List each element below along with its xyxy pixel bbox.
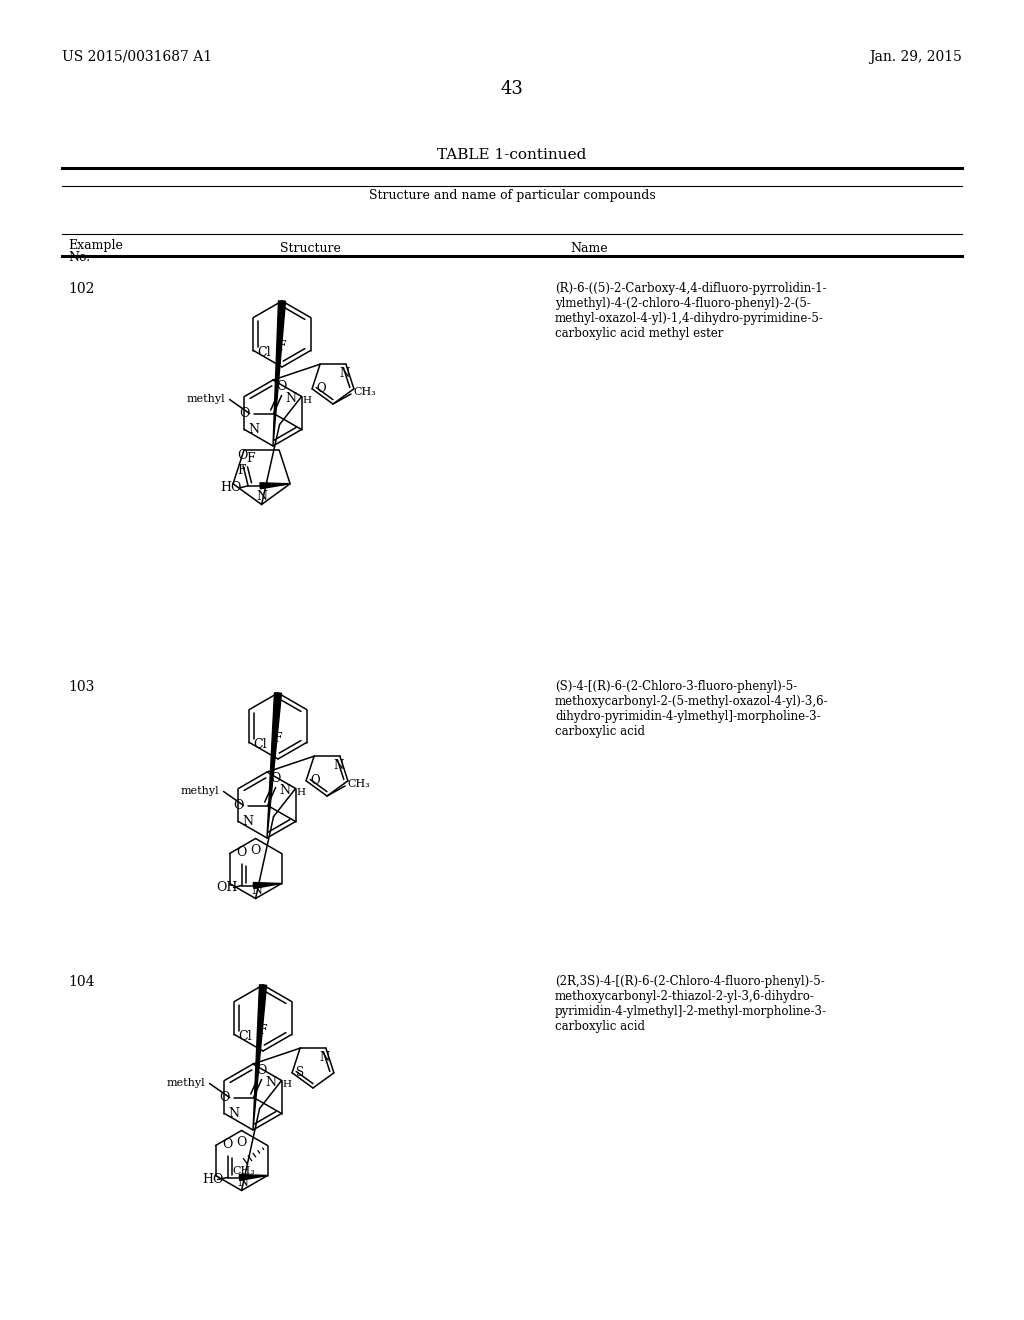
Text: N: N	[243, 814, 253, 828]
Text: CH₃: CH₃	[232, 1166, 255, 1176]
Text: N: N	[280, 784, 291, 797]
Text: N: N	[238, 1176, 248, 1188]
Text: S: S	[296, 1067, 304, 1080]
Text: (2R,3S)-4-[(R)-6-(2-Chloro-4-fluoro-phenyl)-5-
methoxycarbonyl-2-thiazol-2-yl-3,: (2R,3S)-4-[(R)-6-(2-Chloro-4-fluoro-phen…	[555, 975, 827, 1034]
Polygon shape	[240, 1175, 267, 1180]
Polygon shape	[273, 301, 286, 446]
Text: F: F	[246, 453, 255, 465]
Text: N: N	[256, 490, 267, 503]
Text: O: O	[251, 843, 261, 857]
Text: F: F	[259, 1024, 267, 1038]
Text: O: O	[270, 772, 281, 785]
Text: O: O	[237, 449, 248, 462]
Text: Cl: Cl	[253, 738, 267, 751]
Text: O: O	[237, 846, 247, 859]
Text: Cl: Cl	[239, 1030, 252, 1043]
Text: No.: No.	[68, 251, 90, 264]
Polygon shape	[253, 985, 266, 1130]
Text: H: H	[283, 1080, 292, 1089]
Text: O: O	[233, 799, 244, 812]
Text: 43: 43	[501, 81, 523, 98]
Text: N: N	[286, 392, 297, 405]
Text: O: O	[237, 1135, 247, 1148]
Text: N: N	[249, 422, 259, 436]
Text: Name: Name	[570, 242, 607, 255]
Text: Example: Example	[68, 239, 123, 252]
Text: O: O	[316, 383, 326, 395]
Text: N: N	[334, 759, 344, 772]
Text: OH: OH	[216, 880, 238, 894]
Text: (S)-4-[(R)-6-(2-Chloro-3-fluoro-phenyl)-5-
methoxycarbonyl-2-(5-methyl-oxazol-4-: (S)-4-[(R)-6-(2-Chloro-3-fluoro-phenyl)-…	[555, 680, 828, 738]
Text: TABLE 1-continued: TABLE 1-continued	[437, 148, 587, 162]
Text: Structure: Structure	[280, 242, 340, 255]
Polygon shape	[253, 883, 282, 888]
Text: CH₃: CH₃	[353, 387, 376, 397]
Text: H: H	[302, 396, 311, 405]
Text: US 2015/0031687 A1: US 2015/0031687 A1	[62, 50, 212, 63]
Text: Jan. 29, 2015: Jan. 29, 2015	[869, 50, 962, 63]
Text: F: F	[238, 465, 246, 478]
Text: HO: HO	[202, 1173, 223, 1185]
Text: O: O	[310, 775, 319, 787]
Text: Structure and name of particular compounds: Structure and name of particular compoun…	[369, 189, 655, 202]
Text: methyl: methyl	[187, 395, 225, 404]
Text: Cl: Cl	[257, 346, 271, 359]
Text: F: F	[278, 341, 287, 352]
Polygon shape	[267, 693, 282, 838]
Polygon shape	[260, 483, 290, 488]
Text: 104: 104	[68, 975, 94, 989]
Text: 102: 102	[68, 282, 94, 296]
Text: N: N	[251, 883, 262, 896]
Text: methyl: methyl	[181, 787, 219, 796]
Text: HO: HO	[221, 482, 242, 494]
Text: (R)-6-((5)-2-Carboxy-4,4-difluoro-pyrrolidin-1-
ylmethyl)-4-(2-chloro-4-fluoro-p: (R)-6-((5)-2-Carboxy-4,4-difluoro-pyrrol…	[555, 282, 826, 341]
Text: CH₃: CH₃	[347, 779, 370, 789]
Text: O: O	[222, 1138, 232, 1151]
Text: O: O	[276, 380, 287, 393]
Text: O: O	[256, 1064, 267, 1077]
Text: 103: 103	[68, 680, 94, 694]
Text: methyl: methyl	[167, 1078, 206, 1089]
Text: O: O	[240, 407, 250, 420]
Text: N: N	[319, 1051, 330, 1064]
Text: N: N	[265, 1076, 276, 1089]
Text: F: F	[273, 733, 283, 744]
Text: H: H	[297, 788, 305, 797]
Text: N: N	[340, 367, 350, 380]
Text: O: O	[219, 1092, 229, 1104]
Text: N: N	[228, 1107, 240, 1119]
